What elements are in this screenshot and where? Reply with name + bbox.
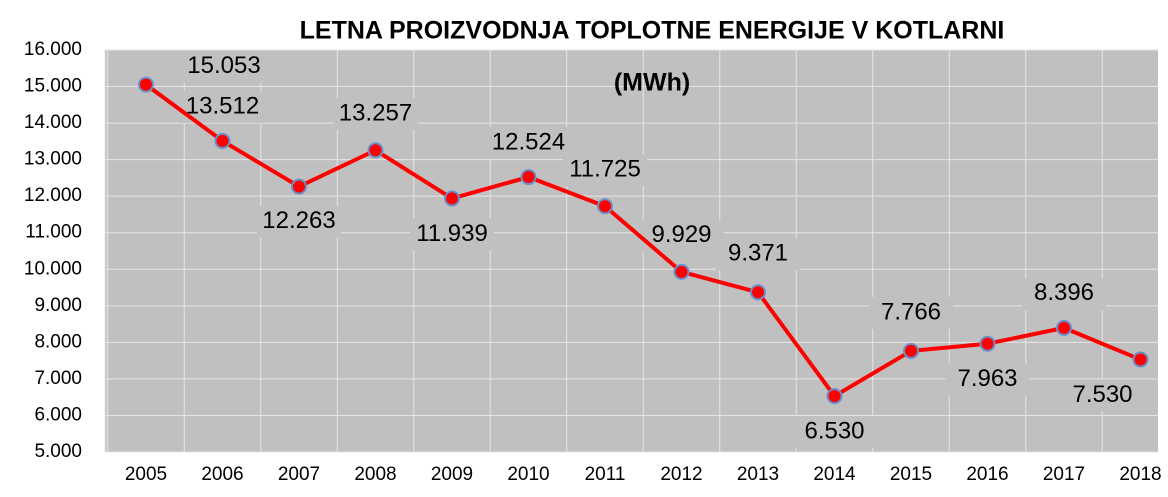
x-tick-label: 2018 [1119,464,1161,485]
value-label-box [486,127,571,160]
marker [826,388,843,405]
value-label-box [180,90,265,123]
value-label-box [792,416,877,449]
value-label-box [869,296,953,329]
y-tick-label: 8.000 [34,331,82,352]
marker [597,198,613,215]
value-label: 7.766 [881,298,941,325]
value-label-box [410,218,494,251]
x-tick-label: 2010 [507,464,549,485]
y-tick-label: 10.000 [24,258,82,279]
x-tick-label: 2007 [278,464,320,485]
y-tick-label: 9.000 [34,295,82,316]
x-tick-label: 2011 [585,464,626,485]
value-label: 8.396 [1034,279,1094,306]
y-tick-label: 16.000 [24,39,82,60]
chart-subtitle: (MWh) [614,69,690,97]
value-label: 7.963 [957,365,1017,392]
marker [1056,319,1072,336]
marker [444,190,460,207]
value-label: 15.053 [187,52,260,79]
marker [291,178,307,195]
value-label: 13.512 [186,92,259,119]
x-tick-label: 2012 [660,464,702,485]
value-label-box [716,238,800,271]
value-label-box [1060,379,1145,412]
x-tick-label: 2013 [737,464,779,485]
x-tick-label: 2017 [1043,464,1085,485]
x-tick-label: 2008 [354,464,396,485]
marker [673,263,690,280]
marker [903,342,919,359]
y-tick-label: 7.000 [34,368,82,389]
x-tick-label: 2005 [125,464,167,485]
x-tick-label: 2009 [431,464,473,485]
value-label: 9.371 [728,240,788,267]
x-tick-label: 2014 [813,464,856,485]
y-tick-label: 12.000 [24,185,82,206]
marker [1132,351,1149,368]
marker [750,284,766,301]
marker [979,335,996,352]
value-label: 6.530 [804,417,864,444]
y-tick-label: 13.000 [24,149,82,170]
value-label-box [182,50,266,83]
y-tick-label: 15.000 [24,76,82,97]
y-tick-label: 5.000 [34,441,82,462]
chart-title: LETNA PROIZVODNJA TOPLOTNE ENERGIJE V KO… [300,17,1005,45]
marker [214,132,231,149]
x-tick-label: 2016 [966,464,1008,485]
x-tick-label: 2006 [201,464,243,485]
y-tick-label: 11.000 [25,222,82,243]
x-tick-label: 2015 [890,464,932,485]
value-label: 12.263 [262,207,335,234]
marker [367,142,384,159]
value-label: 7.530 [1072,381,1132,408]
line [144,82,1142,399]
value-label-box [333,98,418,131]
value-label-box [945,363,1030,396]
value-label: 13.257 [339,100,412,127]
marker [138,76,154,93]
value-label: 11.725 [569,156,641,183]
value-label-box [563,154,647,187]
value-label-box [1022,277,1106,310]
value-label: 11.939 [416,220,488,247]
value-label-box [257,205,341,238]
marker [520,169,537,186]
value-label: 9.929 [651,221,711,248]
y-tick-label: 14.000 [24,112,82,133]
y-tick-label: 6.000 [34,404,82,425]
value-label: 12.524 [492,128,565,155]
